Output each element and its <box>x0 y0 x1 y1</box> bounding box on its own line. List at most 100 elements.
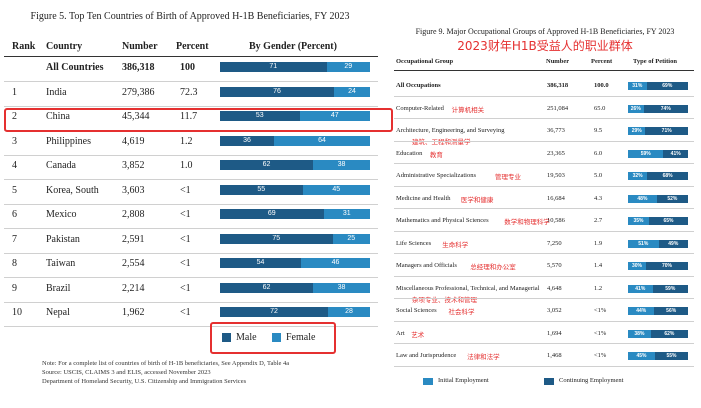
chinese-annotation: 数学和物理科学 <box>504 218 550 226</box>
gender-bar: 76 24 <box>220 86 370 97</box>
occupation-row-divider <box>394 163 694 164</box>
percent-cell: 100 <box>180 62 195 73</box>
row-divider <box>4 252 378 254</box>
rank-cell: 2 <box>12 111 17 122</box>
continuing-percent-label: 68% <box>662 173 673 179</box>
occupation-percent-cell: 5.0 <box>594 172 603 179</box>
occupation-row-divider <box>394 298 694 299</box>
petition-type-bar: 48% 52% <box>628 194 688 203</box>
occupation-percent-cell: 100.0 <box>594 82 609 89</box>
initial-employment-segment <box>628 284 653 293</box>
female-bar-segment <box>313 160 370 170</box>
petition-type-bar: 38% 62% <box>628 329 688 338</box>
male-percent-label: 54 <box>256 259 265 266</box>
female-percent-label: 29 <box>344 63 353 70</box>
initial-employment-segment <box>628 307 655 315</box>
initial-employment-segment <box>628 82 647 90</box>
country-cell: Brazil <box>46 282 71 294</box>
female-percent-label: 46 <box>331 259 340 266</box>
continuing-employment-segment <box>663 149 688 158</box>
initial-percent-label: 31% <box>632 83 643 89</box>
occupation-percent-cell: 6.0 <box>594 149 603 157</box>
female-bar-segment <box>299 111 370 121</box>
initial-percent-label: 48% <box>637 195 648 202</box>
initial-employment-segment <box>628 172 648 180</box>
occupation-row-divider <box>394 230 694 232</box>
continuing-percent-label: 71% <box>661 128 672 134</box>
continuing-percent-label: 62% <box>664 330 675 337</box>
female-bar-segment <box>328 307 370 317</box>
initial-percent-label: 41% <box>635 285 646 292</box>
row-divider <box>4 154 378 156</box>
petition-type-bar: 59% 41% <box>628 149 688 158</box>
female-bar-segment <box>326 62 370 72</box>
continuing-employment-segment <box>652 284 688 293</box>
occupation-row-divider <box>394 140 694 142</box>
initial-employment-segment <box>628 217 649 225</box>
occupation-row-divider <box>394 365 694 367</box>
percent-cell: 11.7 <box>180 111 198 122</box>
country-row: 6 Mexico 2,808 <1 69 31 <box>0 205 380 230</box>
initial-percent-label: 44% <box>636 308 647 314</box>
continuing-employment-swatch <box>544 378 554 385</box>
source-line: Source: USCIS, CLAIMS 3 and ELIS, access… <box>42 369 211 376</box>
header-occupation-number: Number <box>546 58 570 65</box>
occupation-number-cell: 1,468 <box>547 352 562 359</box>
country-row: 7 Pakistan 2,591 <1 75 25 <box>0 230 380 255</box>
rank-cell: 10 <box>12 307 22 318</box>
country-row: 5 Korea, South 3,603 <1 55 45 <box>0 181 380 206</box>
male-bar-segment <box>220 209 324 219</box>
male-bar-segment <box>220 184 303 195</box>
initial-percent-label: 35% <box>633 218 644 224</box>
occupation-group-cell: Managers and Officials <box>396 262 457 269</box>
female-bar-segment <box>313 282 370 293</box>
row-divider <box>4 228 378 229</box>
occupation-group-cell: Architecture, Engineering, and Surveying <box>396 127 505 134</box>
header-occupational-group: Occupational Group <box>396 58 454 65</box>
occupation-number-cell: 5,570 <box>547 262 562 269</box>
number-cell: 1,962 <box>122 307 145 318</box>
initial-percent-label: 26% <box>630 105 641 112</box>
percent-cell: 1.0 <box>180 160 193 171</box>
petition-type-bar: 32% 68% <box>628 172 688 180</box>
continuing-employment-segment <box>658 239 688 248</box>
initial-employment-segment <box>628 352 655 360</box>
number-cell: 2,554 <box>122 258 145 269</box>
occupation-group-cell: Law and Jurisprudence <box>396 352 457 359</box>
number-cell: 3,852 <box>122 160 145 171</box>
initial-employment-swatch <box>423 378 433 385</box>
occupation-row: Social Sciences 社会科学 3,052 <1% 44% 56% <box>394 299 694 322</box>
male-percent-label: 53 <box>255 112 264 119</box>
row-divider <box>4 301 378 303</box>
rank-cell: 5 <box>12 184 17 196</box>
chinese-annotation: 法律和法学 <box>467 353 500 361</box>
gender-bar: 62 38 <box>220 282 370 293</box>
continuing-employment-segment <box>646 82 688 90</box>
occupation-number-cell: 10,586 <box>547 217 565 224</box>
occupation-row-divider <box>394 118 694 119</box>
male-bar-segment <box>220 86 334 97</box>
occupation-percent-cell: 9.5 <box>594 127 603 134</box>
female-percent-label: 47 <box>330 112 339 119</box>
chinese-annotation: 教育 <box>429 150 443 159</box>
header-rank: Rank <box>12 41 36 52</box>
occupation-row-divider <box>394 343 694 344</box>
occupation-number-cell: 251,084 <box>547 104 569 112</box>
percent-cell: <1 <box>180 233 191 245</box>
female-percent-label: 38 <box>337 283 346 291</box>
occupation-number-cell: 7,250 <box>547 239 562 247</box>
occupation-percent-cell: 2.7 <box>594 217 603 224</box>
chinese-annotation: 医学和健康 <box>460 195 494 204</box>
gender-bar: 71 29 <box>220 62 370 72</box>
petition-type-bar: 31% 69% <box>628 82 688 90</box>
rank-cell: 4 <box>12 160 17 171</box>
continuing-employment-segment <box>646 262 688 270</box>
occupation-row: Medicine and Health 医学和健康 16,684 4.3 48% 52% <box>394 187 694 210</box>
female-bar-segment <box>302 184 370 195</box>
male-percent-label: 72 <box>270 308 278 315</box>
female-percent-label: 28 <box>345 308 353 315</box>
occupation-row: Education 教育 23,365 6.0 59% 41% <box>394 142 694 165</box>
occupation-row: Art 艺术 1,694 <1% 38% 62% <box>394 322 694 345</box>
row-divider <box>4 81 378 82</box>
female-percent-label: 24 <box>348 87 356 95</box>
